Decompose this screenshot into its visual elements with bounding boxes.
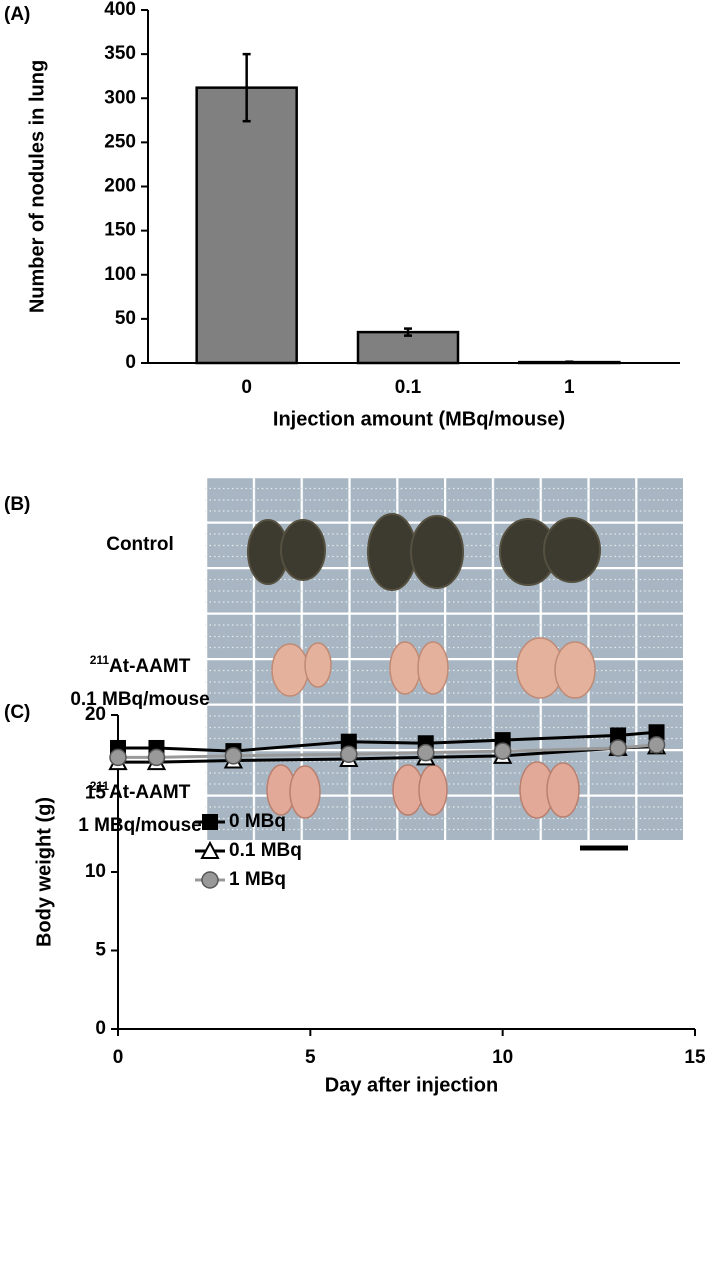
y-axis-label: Body weight (g) [33,797,55,947]
x-tick-label: 0.1 [395,377,422,398]
isotope: 211 [90,779,110,793]
row-label: 211At-AAMT [90,653,191,677]
error-bar [404,327,412,337]
data-point [147,748,166,767]
legend-label: 0.1 MBq [229,840,302,861]
y-tick-label: 100 [104,264,136,285]
y-tick-label: 5 [95,940,106,961]
row-label: Control [106,534,174,555]
legend-marker [201,871,219,889]
x-tick-label: 1 [564,377,575,398]
y-tick-label: 0 [125,352,136,373]
y-tick-label: 400 [104,0,136,20]
data-point [109,748,127,767]
bar [356,330,460,365]
panel-label: (A) [4,4,30,25]
y-axis-label: Number of nodules in lung [26,60,48,313]
y-tick-label: 10 [85,861,106,882]
x-tick-label: 10 [492,1047,513,1068]
y-tick-label: 50 [115,308,136,329]
panel-label: (B) [4,494,30,515]
series-line [118,730,657,753]
y-tick-label: 200 [104,176,136,197]
error-bar [565,360,574,364]
x-tick-label: 0 [241,377,252,398]
compound: At-AAMT [109,656,191,677]
legend-label: 0 MBq [229,811,286,832]
photo [205,476,683,851]
data-point [609,739,627,757]
y-tick-label: 250 [104,131,136,152]
legend-marker [200,840,220,859]
y-tick-label: 350 [104,43,136,64]
y-tick-label: 150 [104,220,136,241]
y-tick-label: 300 [104,87,136,108]
panel-label: (C) [4,702,30,723]
x-tick-label: 0 [113,1047,124,1068]
data-point [610,727,627,744]
isotope: 211 [90,653,110,667]
x-tick-label: 15 [684,1047,706,1068]
compound: At-AAMT [109,782,191,803]
lungs-control [247,513,601,591]
legend-marker [202,814,218,830]
lungs-0.1 [271,637,596,699]
bar [195,86,298,365]
data-point [648,724,665,741]
x-tick-label: 5 [305,1047,316,1068]
y-tick-label: 15 [85,783,107,804]
data-point [493,742,512,760]
y-tick-label: 0 [95,1018,106,1039]
data-point [224,747,243,765]
row-dose: 1 MBq/mouse [78,815,202,836]
x-axis-label: Day after injection [325,1074,498,1096]
y-tick-label: 20 [85,704,106,725]
data-point [340,733,357,750]
series-line [118,743,657,759]
row-dose: 0.1 MBq/mouse [70,689,209,710]
data-point [340,745,358,763]
data-point [647,736,666,754]
row-label: 211At-AAMT [90,779,191,803]
data-point [416,743,435,762]
error-bar [242,52,251,123]
legend-label: 1 MBq [229,869,286,890]
x-axis-label: Injection amount (MBq/mouse) [273,408,565,430]
